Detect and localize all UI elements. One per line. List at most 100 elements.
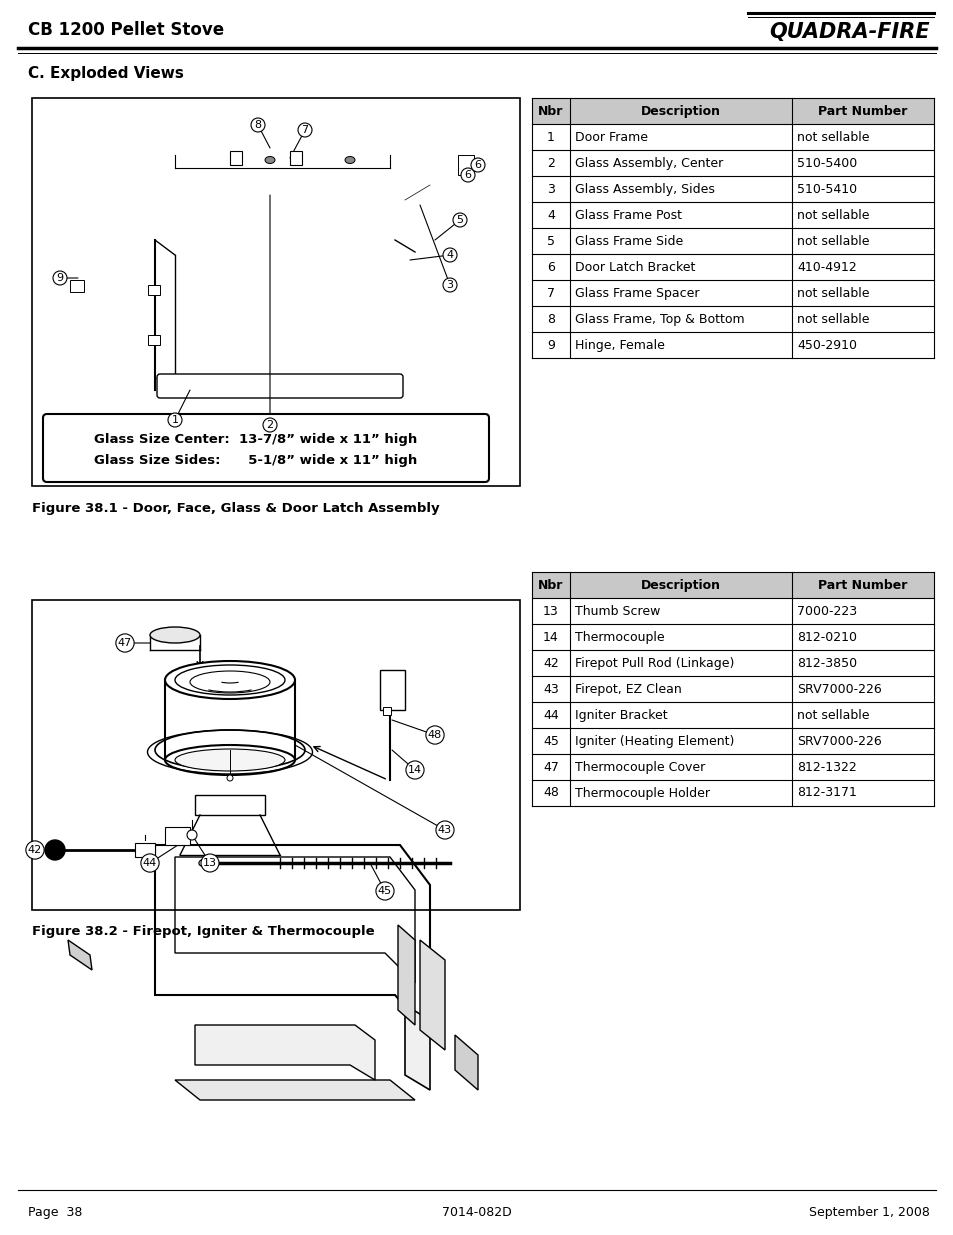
Text: 44: 44 xyxy=(542,709,558,721)
Polygon shape xyxy=(68,940,91,969)
Bar xyxy=(230,151,242,165)
Text: Description: Description xyxy=(640,105,720,117)
Text: Nbr: Nbr xyxy=(537,105,563,117)
Text: 410-4912: 410-4912 xyxy=(796,261,856,273)
Text: Firepot, EZ Clean: Firepot, EZ Clean xyxy=(575,683,681,695)
Text: SRV7000-226: SRV7000-226 xyxy=(796,683,881,695)
Text: 7014-082D: 7014-082D xyxy=(441,1207,512,1219)
Text: Figure 38.1 - Door, Face, Glass & Door Latch Assembly: Figure 38.1 - Door, Face, Glass & Door L… xyxy=(32,501,439,515)
Text: 47: 47 xyxy=(542,761,558,773)
Polygon shape xyxy=(174,1079,415,1100)
Bar xyxy=(290,151,302,165)
Text: 450-2910: 450-2910 xyxy=(796,338,856,352)
Ellipse shape xyxy=(45,840,65,860)
Polygon shape xyxy=(455,1035,477,1091)
Text: 3: 3 xyxy=(546,183,555,195)
Text: Glass Size Sides:      5-1/8” wide x 11” high: Glass Size Sides: 5-1/8” wide x 11” high xyxy=(94,453,417,467)
Text: 8: 8 xyxy=(546,312,555,326)
Text: 48: 48 xyxy=(542,787,558,799)
Bar xyxy=(148,285,160,295)
Text: 47: 47 xyxy=(118,638,132,648)
Ellipse shape xyxy=(150,627,200,643)
Text: 7: 7 xyxy=(546,287,555,300)
Bar xyxy=(457,156,474,175)
Ellipse shape xyxy=(165,745,294,776)
Polygon shape xyxy=(419,940,444,1050)
Polygon shape xyxy=(405,1005,430,1091)
Text: Thermocouple Cover: Thermocouple Cover xyxy=(575,761,704,773)
Text: 45: 45 xyxy=(542,735,558,747)
Text: 13: 13 xyxy=(542,604,558,618)
Ellipse shape xyxy=(199,860,211,867)
Text: C. Exploded Views: C. Exploded Views xyxy=(28,65,184,80)
Ellipse shape xyxy=(187,830,196,840)
Bar xyxy=(532,98,933,124)
Text: not sellable: not sellable xyxy=(796,131,868,143)
FancyBboxPatch shape xyxy=(157,374,402,398)
Text: 43: 43 xyxy=(437,825,452,835)
Text: 1: 1 xyxy=(172,415,178,425)
Text: 510-5410: 510-5410 xyxy=(796,183,856,195)
Polygon shape xyxy=(194,1025,375,1079)
Ellipse shape xyxy=(227,776,233,781)
Text: 48: 48 xyxy=(428,730,441,740)
Text: 812-1322: 812-1322 xyxy=(796,761,856,773)
Text: Glass Frame Side: Glass Frame Side xyxy=(575,235,682,247)
Bar xyxy=(194,795,265,815)
Text: Igniter Bracket: Igniter Bracket xyxy=(575,709,667,721)
Text: 6: 6 xyxy=(474,161,481,170)
Text: 7000-223: 7000-223 xyxy=(796,604,856,618)
Text: SRV7000-226: SRV7000-226 xyxy=(796,735,881,747)
Ellipse shape xyxy=(190,671,270,693)
FancyBboxPatch shape xyxy=(43,414,489,482)
Text: not sellable: not sellable xyxy=(796,312,868,326)
Text: 3: 3 xyxy=(446,280,453,290)
Text: Door Latch Bracket: Door Latch Bracket xyxy=(575,261,695,273)
Text: 4: 4 xyxy=(546,209,555,221)
Text: 42: 42 xyxy=(28,845,42,855)
Bar xyxy=(532,572,933,598)
Text: 45: 45 xyxy=(377,885,392,897)
Text: Description: Description xyxy=(640,578,720,592)
Text: Glass Frame Post: Glass Frame Post xyxy=(575,209,681,221)
Text: 5: 5 xyxy=(546,235,555,247)
Text: 4: 4 xyxy=(446,249,453,261)
Text: 9: 9 xyxy=(56,273,64,283)
Text: 44: 44 xyxy=(143,858,157,868)
Text: not sellable: not sellable xyxy=(796,209,868,221)
Text: 6: 6 xyxy=(546,261,555,273)
Text: 6: 6 xyxy=(464,170,471,180)
Bar xyxy=(135,844,154,857)
Ellipse shape xyxy=(345,157,355,163)
Text: September 1, 2008: September 1, 2008 xyxy=(808,1207,929,1219)
Bar xyxy=(32,98,519,487)
Text: Page  38: Page 38 xyxy=(28,1207,82,1219)
Text: 510-5400: 510-5400 xyxy=(796,157,857,169)
Text: Glass Assembly, Sides: Glass Assembly, Sides xyxy=(575,183,714,195)
Text: Door Frame: Door Frame xyxy=(575,131,647,143)
Text: 43: 43 xyxy=(542,683,558,695)
Text: not sellable: not sellable xyxy=(796,709,868,721)
Text: 812-0210: 812-0210 xyxy=(796,631,856,643)
Text: CB 1200 Pellet Stove: CB 1200 Pellet Stove xyxy=(28,21,224,40)
Text: Thermocouple: Thermocouple xyxy=(575,631,664,643)
Text: 2: 2 xyxy=(266,420,274,430)
Text: 14: 14 xyxy=(408,764,421,776)
Text: 1: 1 xyxy=(546,131,555,143)
Text: QUADRA-FIRE: QUADRA-FIRE xyxy=(768,22,929,42)
Bar xyxy=(165,827,190,845)
Text: 8: 8 xyxy=(254,120,261,130)
Text: Hinge, Female: Hinge, Female xyxy=(575,338,664,352)
Ellipse shape xyxy=(165,661,294,699)
Text: 2: 2 xyxy=(546,157,555,169)
Text: Glass Frame, Top & Bottom: Glass Frame, Top & Bottom xyxy=(575,312,744,326)
Text: 14: 14 xyxy=(542,631,558,643)
Bar xyxy=(70,280,84,291)
Text: Thumb Screw: Thumb Screw xyxy=(575,604,659,618)
Bar xyxy=(32,600,519,910)
Text: Glass Size Center:  13-7/8” wide x 11” high: Glass Size Center: 13-7/8” wide x 11” hi… xyxy=(94,432,417,446)
Text: not sellable: not sellable xyxy=(796,287,868,300)
Text: Firepot Pull Rod (Linkage): Firepot Pull Rod (Linkage) xyxy=(575,657,734,669)
Text: Part Number: Part Number xyxy=(818,105,906,117)
Text: 9: 9 xyxy=(546,338,555,352)
